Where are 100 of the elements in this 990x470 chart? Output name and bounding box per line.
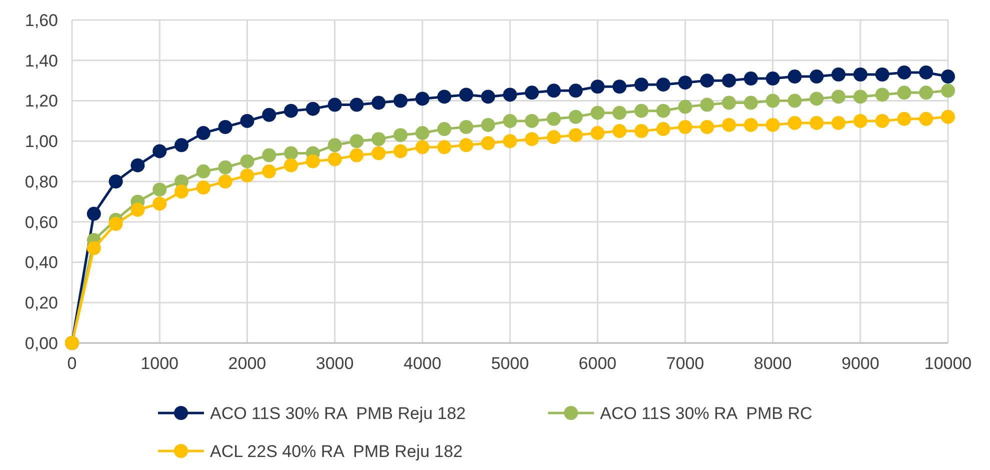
point — [415, 92, 430, 106]
point — [700, 74, 714, 88]
y-tick-label: 0,80 — [24, 172, 58, 192]
x-tick-label: 0 — [67, 354, 77, 373]
point — [437, 140, 452, 154]
point — [218, 174, 232, 188]
point — [152, 144, 167, 158]
x-tick-label: 5000 — [491, 354, 529, 373]
point — [766, 72, 780, 86]
point — [634, 124, 648, 138]
point — [284, 104, 298, 118]
point — [656, 78, 670, 92]
point — [415, 126, 430, 140]
x-tick-label: 1000 — [140, 354, 179, 373]
point — [590, 80, 605, 94]
point — [306, 102, 320, 116]
point — [174, 138, 188, 152]
point — [437, 122, 452, 136]
point — [350, 134, 364, 148]
point — [218, 160, 232, 174]
point — [832, 90, 846, 104]
y-tick-label: 1,60 — [24, 10, 58, 30]
point — [394, 94, 408, 108]
point — [853, 114, 868, 128]
point — [152, 196, 167, 211]
point — [744, 118, 758, 132]
point — [503, 134, 517, 148]
point — [897, 112, 912, 126]
point — [152, 182, 167, 197]
x-tick-label: 9000 — [841, 354, 880, 373]
point — [218, 120, 232, 134]
y-tick-label: 0,60 — [24, 212, 58, 232]
point — [634, 78, 648, 92]
point — [546, 112, 561, 126]
point — [86, 206, 101, 221]
point — [919, 112, 934, 126]
point — [568, 128, 583, 142]
point — [284, 146, 298, 160]
point — [941, 110, 955, 124]
point — [546, 84, 561, 98]
point — [372, 146, 386, 160]
point — [568, 110, 583, 124]
point — [810, 116, 824, 130]
point — [612, 124, 626, 138]
legend-label: ACO 11S 30% RA PMB Reju 182 — [210, 404, 466, 423]
point — [481, 118, 496, 132]
y-tick-label: 0,40 — [24, 253, 58, 272]
point — [108, 216, 123, 231]
point — [832, 116, 846, 130]
point — [766, 94, 780, 108]
point — [240, 154, 254, 168]
point — [810, 92, 824, 106]
point — [108, 174, 123, 188]
y-tick-label: 0,00 — [24, 334, 58, 353]
point — [722, 118, 736, 132]
point — [459, 88, 474, 102]
point — [524, 132, 539, 146]
point — [481, 90, 496, 104]
point — [941, 70, 955, 84]
point — [481, 136, 496, 150]
point — [744, 96, 758, 110]
point — [196, 164, 210, 178]
point — [86, 241, 101, 256]
point — [700, 98, 714, 112]
point — [262, 108, 276, 122]
point — [722, 96, 736, 110]
point — [350, 98, 364, 112]
point — [328, 138, 342, 152]
x-tick-label: 4000 — [403, 354, 442, 373]
point — [503, 114, 517, 128]
point — [196, 180, 210, 195]
point — [678, 100, 692, 114]
x-tick-label: 8000 — [754, 354, 792, 373]
point — [875, 114, 890, 128]
point — [394, 128, 408, 142]
point — [306, 154, 320, 168]
point — [678, 120, 692, 134]
point — [722, 74, 736, 88]
y-tick-label: 1,40 — [24, 51, 58, 70]
point — [524, 114, 539, 128]
point — [634, 104, 648, 118]
legend-label: ACO 11S 30% RA PMB RC — [600, 404, 812, 423]
point — [897, 86, 912, 100]
point — [524, 86, 539, 100]
point — [788, 70, 802, 84]
point — [678, 76, 692, 90]
point — [546, 130, 561, 144]
point — [394, 144, 408, 158]
point — [262, 148, 276, 162]
point — [350, 148, 364, 162]
point — [437, 90, 452, 104]
point — [568, 84, 583, 98]
point — [240, 168, 254, 182]
point — [612, 106, 626, 120]
x-tick-label: 7000 — [666, 354, 704, 373]
y-tick-label: 1,00 — [24, 132, 58, 152]
x-tick-label: 2000 — [228, 354, 266, 373]
point — [590, 106, 605, 120]
x-tick-label: 10000 — [924, 354, 972, 373]
point — [897, 65, 912, 80]
